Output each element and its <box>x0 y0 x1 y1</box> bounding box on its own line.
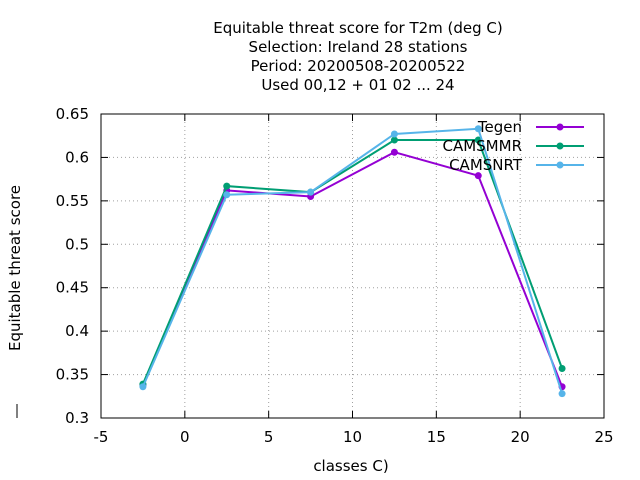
x-tick-label: 20 <box>511 428 530 446</box>
y-axis-label: Equitable threat score <box>6 185 24 351</box>
legend-label-tegen: Tegen <box>477 118 522 136</box>
data-series <box>139 125 566 398</box>
legend-label-camsmmr: CAMSMMR <box>442 137 522 155</box>
legend-marker-camsnrt <box>556 161 564 169</box>
data-point-camsnrt <box>558 390 566 398</box>
data-point-camsnrt <box>474 125 482 133</box>
data-point-camsnrt <box>390 130 398 138</box>
series-line-camsmmr <box>141 139 564 385</box>
data-point-camsmmr <box>558 364 566 372</box>
data-point-camsnrt <box>223 191 231 199</box>
data-point-camsmmr <box>474 136 482 144</box>
data-point-camsmmr <box>223 182 231 190</box>
y-tick-label: 0.5 <box>65 235 89 253</box>
x-axis-label: classes C) <box>313 457 388 475</box>
data-point-camsnrt <box>307 188 315 196</box>
y-tick-label: 0.3 <box>65 409 89 427</box>
data-point-tegen <box>390 148 398 156</box>
y-tick-label: 0.55 <box>56 192 89 210</box>
legend-marker-tegen <box>556 123 564 131</box>
title-line-1: Equitable threat score for T2m (deg C) <box>213 19 503 37</box>
y-tick-label: 0.4 <box>65 322 89 340</box>
title-line-3: Period: 20200508-20200522 <box>251 57 466 75</box>
y-tick-label: 0.65 <box>56 105 89 123</box>
data-point-camsnrt <box>139 383 147 391</box>
data-point-tegen <box>474 172 482 180</box>
x-tick-label: 5 <box>264 428 274 446</box>
y-tick-label: 0.35 <box>56 366 89 384</box>
x-tick-label: -5 <box>94 428 109 446</box>
title-line-4: Used 00,12 + 01 02 ... 24 <box>261 76 454 94</box>
series-line-tegen <box>141 151 564 388</box>
axis-ticks: -5 0 5 10 15 20 25 0.3 0.35 0.4 0.45 0.5 0.55 0.6 0.65 <box>56 105 614 446</box>
x-tick-label: 0 <box>180 428 190 446</box>
x-tick-label: 10 <box>343 428 362 446</box>
legend-marker-camsmmr <box>556 142 564 150</box>
grid <box>101 114 604 418</box>
x-tick-label: 15 <box>427 428 446 446</box>
series-line-camsnrt <box>142 127 564 394</box>
legend-label-camsnrt: CAMSNRT <box>449 156 523 174</box>
x-tick-label: 25 <box>594 428 613 446</box>
data-point-camsmmr <box>390 136 398 144</box>
title-line-2: Selection: Ireland 28 stations <box>249 38 468 56</box>
y-tick-label: 0.6 <box>65 148 89 166</box>
y-tick-label: 0.45 <box>56 279 89 297</box>
chart-title: Equitable threat score for T2m (deg C) S… <box>213 19 503 94</box>
